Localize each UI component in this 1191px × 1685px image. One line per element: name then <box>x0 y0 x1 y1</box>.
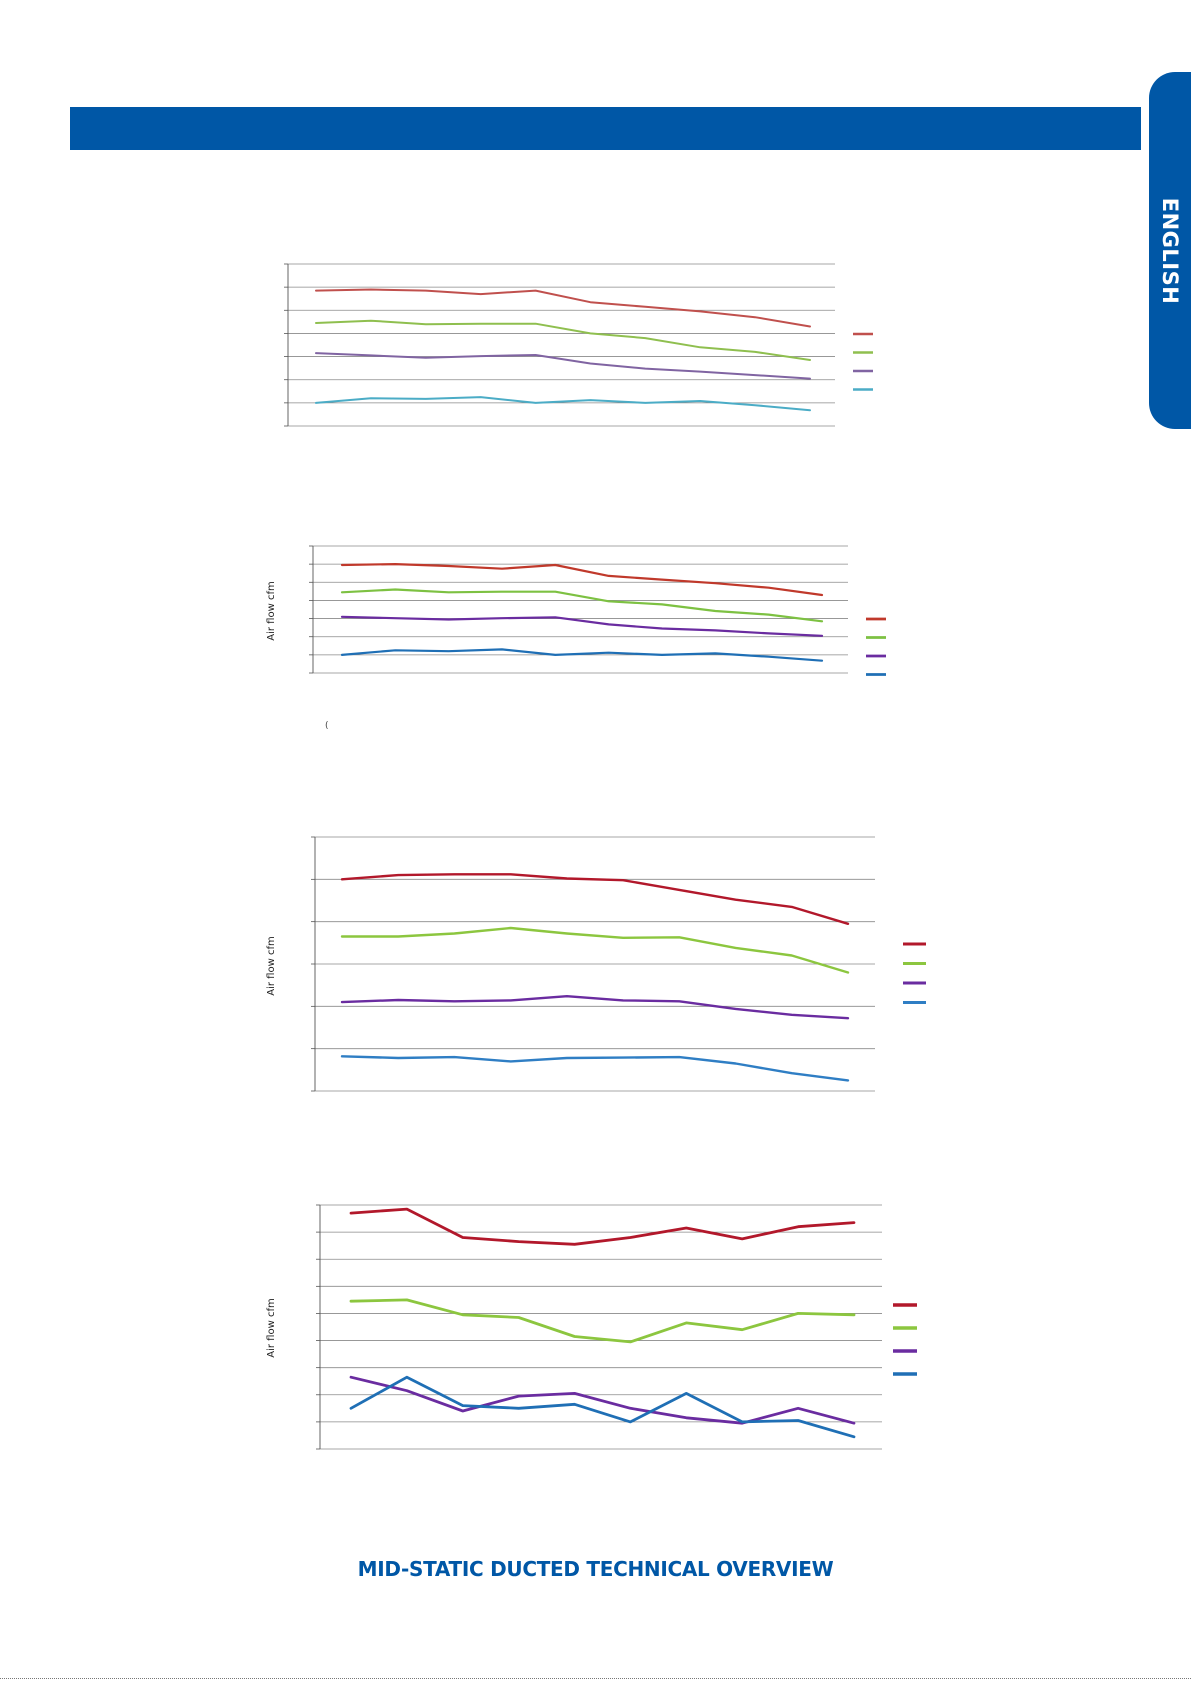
series-line-1 <box>340 562 824 597</box>
y-axis-title: Air flow cfm <box>266 936 277 995</box>
page-bottom-rule <box>0 1678 1191 1679</box>
chart-1 <box>284 263 873 427</box>
series-line-3 <box>315 352 811 380</box>
series-line-1 <box>349 1207 856 1246</box>
stray-mark: ( <box>325 721 329 731</box>
language-tab[interactable]: ENGLISH <box>1149 72 1191 429</box>
series-line-3 <box>340 995 850 1020</box>
series-line-1 <box>315 288 811 328</box>
series-line-2 <box>315 319 811 361</box>
page-footer-title: MID-STATIC DUCTED TECHNICAL OVERVIEW <box>357 1557 834 1581</box>
series-line-2 <box>340 926 850 974</box>
series-line-4 <box>349 1375 856 1439</box>
series-line-3 <box>340 615 824 637</box>
series-line-4 <box>315 396 811 412</box>
header-bar <box>70 107 1141 150</box>
y-axis-title: Air flow cfm <box>266 581 277 640</box>
series-line-1 <box>340 873 850 925</box>
chart-3: Air flow cfm <box>266 836 926 1092</box>
series-line-3 <box>349 1375 856 1425</box>
series-line-2 <box>340 588 824 623</box>
chart-2: Air flow cfm <box>266 545 886 676</box>
y-axis-title: Air flow cfm <box>266 1298 277 1357</box>
series-line-4 <box>340 1055 850 1082</box>
series-line-2 <box>349 1298 856 1344</box>
series-line-4 <box>340 648 824 662</box>
chart-4: Air flow cfm <box>266 1204 917 1450</box>
